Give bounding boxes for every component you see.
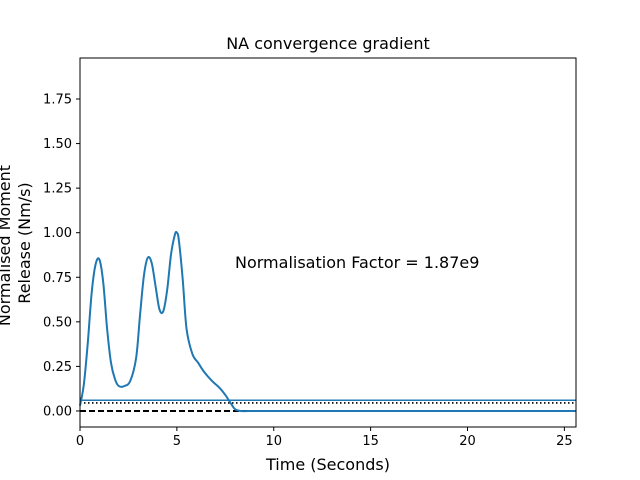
y-tick-label: 0.75 <box>43 271 72 286</box>
y-axis-title-line-1: Normalised Moment <box>0 165 14 326</box>
normalisation-annotation: Normalisation Factor = 1.87e9 <box>235 253 479 272</box>
x-tick-label: 25 <box>556 434 573 449</box>
x-tick-label: 10 <box>265 434 282 449</box>
y-tick-label: 1.00 <box>43 226 72 241</box>
x-tick-label: 0 <box>76 434 84 449</box>
y-tick-label: 0.00 <box>43 404 72 419</box>
x-tick-label: 20 <box>459 434 476 449</box>
y-axis-title-line-2: Release (Nm/s) <box>15 182 34 303</box>
y-axis-title: Normalised Moment Release (Nm/s) <box>0 160 34 326</box>
y-tick-label: 1.25 <box>43 182 72 197</box>
plot-area: 0 5 10 15 20 25 0.00 0.25 0.50 0.75 1.00 1.25 1.50 1.… <box>43 57 577 449</box>
y-tick-label: 0.25 <box>43 360 72 375</box>
x-axis-title: Time (Seconds) <box>265 455 390 474</box>
y-tick-label: 1.75 <box>43 93 72 108</box>
x-tick-label: 5 <box>173 434 181 449</box>
y-tick-label: 0.50 <box>43 315 72 330</box>
chart-title: NA convergence gradient <box>226 34 430 53</box>
y-tick-label: 1.50 <box>43 137 72 152</box>
x-tick-label: 15 <box>362 434 379 449</box>
series-line-0 <box>79 230 576 413</box>
plot-frame <box>79 57 577 428</box>
